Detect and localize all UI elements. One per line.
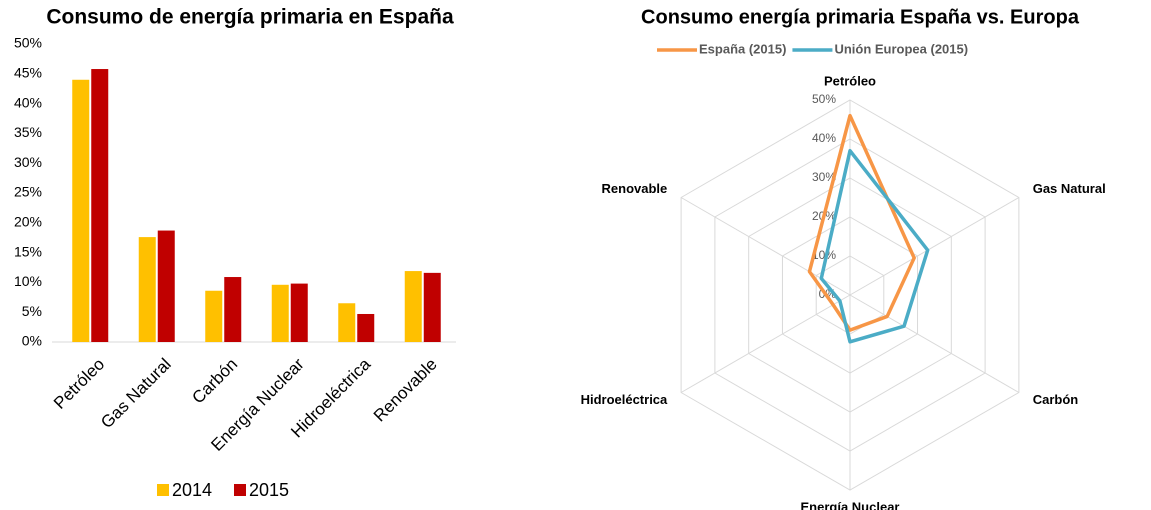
radar-line bbox=[819, 148, 930, 344]
legend-swatch bbox=[234, 484, 246, 496]
axis-label: Renovable bbox=[602, 181, 668, 196]
y-tick-label: 40% bbox=[14, 94, 42, 110]
y-tick-label: 0% bbox=[22, 333, 42, 349]
spoke bbox=[849, 197, 1020, 296]
y-tick-label: 50% bbox=[14, 35, 42, 51]
spoke bbox=[680, 294, 851, 393]
x-tick-label: Carbón bbox=[188, 355, 241, 408]
axis-label: Hidroeléctrica bbox=[581, 392, 668, 407]
y-tick-label: 25% bbox=[14, 184, 42, 200]
y-tick-label: 45% bbox=[14, 65, 42, 81]
radar-line bbox=[807, 113, 916, 332]
x-tick-label: Renovable bbox=[370, 355, 441, 426]
r-tick-label: 30% bbox=[812, 170, 836, 184]
chart-title: Consumo de energía primaria en España bbox=[46, 6, 454, 29]
x-tick-label: Petróleo bbox=[50, 355, 108, 413]
r-tick-label: 10% bbox=[812, 248, 836, 262]
chart-title: Consumo energía primaria España vs. Euro… bbox=[641, 6, 1080, 28]
legend-label: 2015 bbox=[249, 480, 289, 500]
y-tick-label: 20% bbox=[14, 214, 42, 230]
y-tick-label: 35% bbox=[14, 124, 42, 140]
bar bbox=[72, 79, 90, 342]
bar bbox=[224, 277, 242, 342]
bar bbox=[404, 271, 422, 342]
y-tick-label: 30% bbox=[14, 154, 42, 170]
bar bbox=[138, 237, 156, 342]
bar bbox=[338, 303, 356, 342]
r-tick-label: 50% bbox=[812, 92, 836, 106]
axis-label: Carbón bbox=[1033, 392, 1079, 407]
bar bbox=[271, 284, 289, 342]
bar bbox=[423, 272, 441, 342]
legend-label: Unión Europea (2015) bbox=[834, 41, 968, 56]
y-tick-label: 5% bbox=[22, 303, 42, 319]
y-tick-label: 10% bbox=[14, 273, 42, 289]
legend-label: 2014 bbox=[172, 480, 212, 500]
r-tick-label: 40% bbox=[812, 131, 836, 145]
legend-swatch bbox=[157, 484, 169, 496]
axis-label: Petróleo bbox=[824, 73, 876, 88]
y-tick-label: 15% bbox=[14, 243, 42, 259]
legend-label: España (2015) bbox=[699, 41, 786, 56]
bar bbox=[91, 69, 109, 343]
bar bbox=[205, 290, 223, 342]
axis-label: Energía Nuclear bbox=[801, 499, 900, 510]
x-tick-label: Gas Natural bbox=[97, 355, 175, 433]
bar bbox=[157, 230, 175, 342]
bar bbox=[357, 313, 375, 342]
bar bbox=[290, 283, 308, 342]
axis-label: Gas Natural bbox=[1033, 181, 1106, 196]
spoke bbox=[849, 294, 1020, 393]
